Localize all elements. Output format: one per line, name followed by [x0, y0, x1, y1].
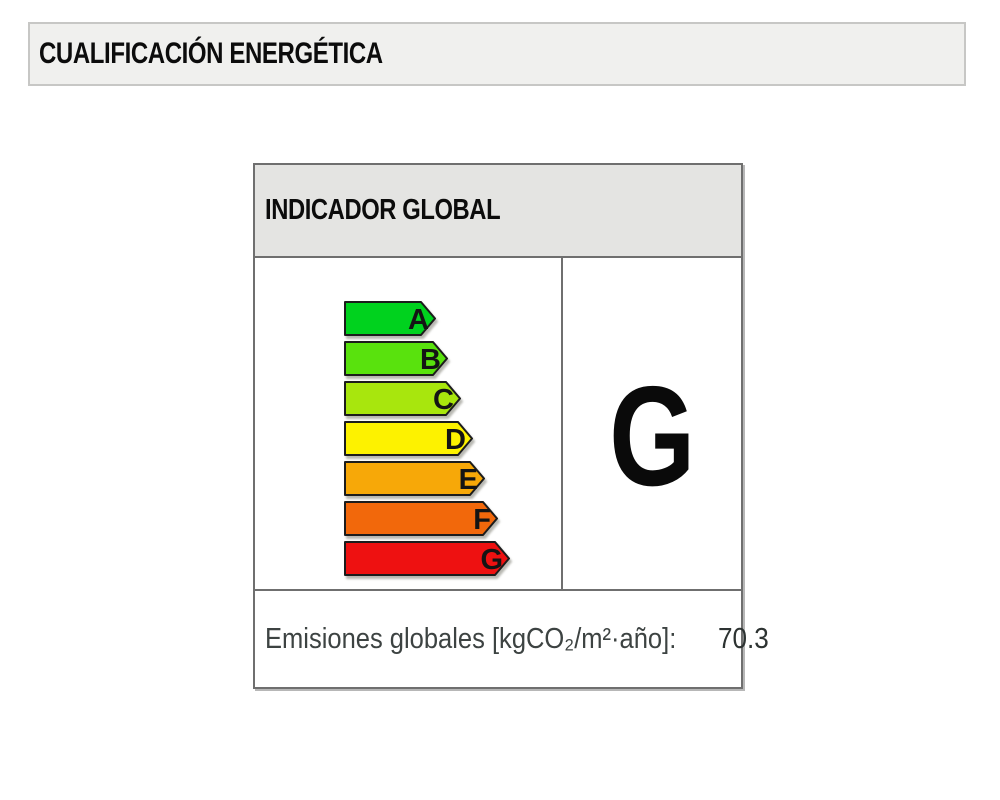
energy-arrow-D: D: [344, 421, 473, 456]
energy-arrow-letter-B: B: [420, 344, 441, 376]
section-header-bar: CUALIFICACIÓN ENERGÉTICA: [28, 22, 966, 86]
section-title: CUALIFICACIÓN ENERGÉTICA: [39, 37, 383, 70]
energy-arrow-C: C: [344, 381, 461, 416]
energy-arrow-letter-E: E: [459, 464, 478, 496]
emissions-footer: Emisiones globales [kgCO₂/m²·año]: 70.3: [255, 589, 769, 687]
panel-title: INDICADOR GLOBAL: [265, 194, 501, 226]
energy-arrow-E: E: [344, 461, 485, 496]
energy-arrow-letter-F: F: [473, 504, 491, 536]
energy-arrow-B: B: [344, 341, 448, 376]
rating-cell: G: [563, 258, 741, 589]
energy-arrow-letter-A: A: [408, 304, 429, 336]
energy-arrow-letter-C: C: [433, 384, 454, 416]
panel-header: INDICADOR GLOBAL: [255, 165, 741, 258]
energy-arrow-A: A: [344, 301, 436, 336]
emissions-value: 70.3: [718, 622, 770, 655]
energy-arrow-letter-G: G: [480, 544, 503, 576]
energy-arrow-letter-D: D: [445, 424, 466, 456]
emissions-label: Emisiones globales [kgCO₂/m²·año]:: [265, 622, 677, 655]
rating-letter: G: [608, 356, 696, 516]
energy-arrow-F: F: [344, 501, 498, 536]
energy-arrow-G: G: [344, 541, 510, 576]
